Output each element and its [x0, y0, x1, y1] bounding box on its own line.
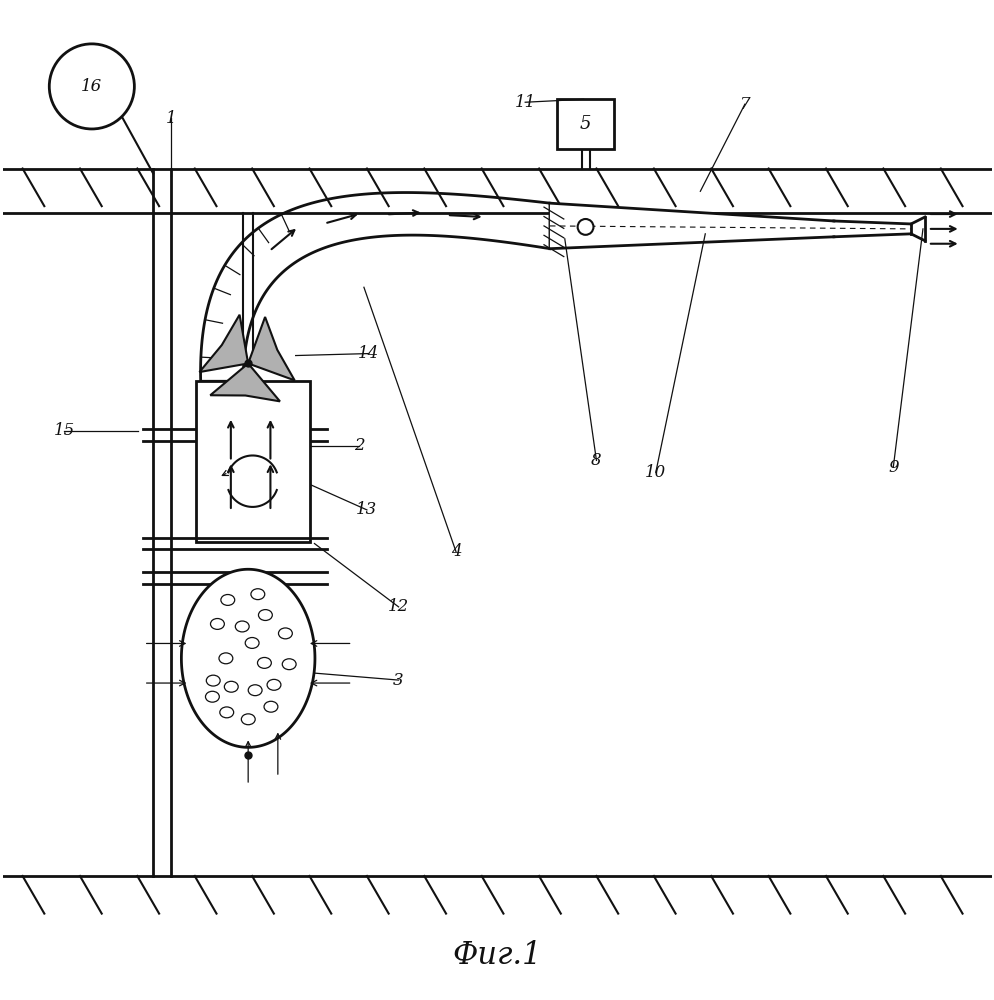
Polygon shape	[181, 569, 315, 747]
Text: Фиг.1: Фиг.1	[452, 940, 542, 971]
Text: 16: 16	[82, 78, 102, 95]
Text: 13: 13	[356, 501, 377, 518]
Text: 2: 2	[353, 437, 364, 454]
Text: 11: 11	[514, 94, 536, 111]
Text: 8: 8	[590, 452, 601, 469]
Text: 1: 1	[166, 110, 176, 127]
Polygon shape	[248, 317, 294, 380]
Text: 10: 10	[644, 464, 666, 481]
Text: 14: 14	[358, 345, 379, 362]
Text: 5: 5	[580, 115, 590, 133]
Polygon shape	[550, 203, 911, 249]
Polygon shape	[201, 193, 550, 381]
Circle shape	[50, 44, 134, 129]
Text: 7: 7	[739, 96, 749, 113]
Circle shape	[578, 219, 592, 235]
Polygon shape	[210, 363, 279, 401]
Text: 4: 4	[450, 543, 461, 560]
Text: 3: 3	[393, 672, 404, 689]
Bar	[196, 381, 309, 542]
Text: 12: 12	[388, 598, 409, 615]
Text: 15: 15	[54, 422, 75, 439]
Polygon shape	[199, 315, 248, 372]
Text: 9: 9	[887, 459, 898, 476]
Bar	[557, 99, 613, 149]
